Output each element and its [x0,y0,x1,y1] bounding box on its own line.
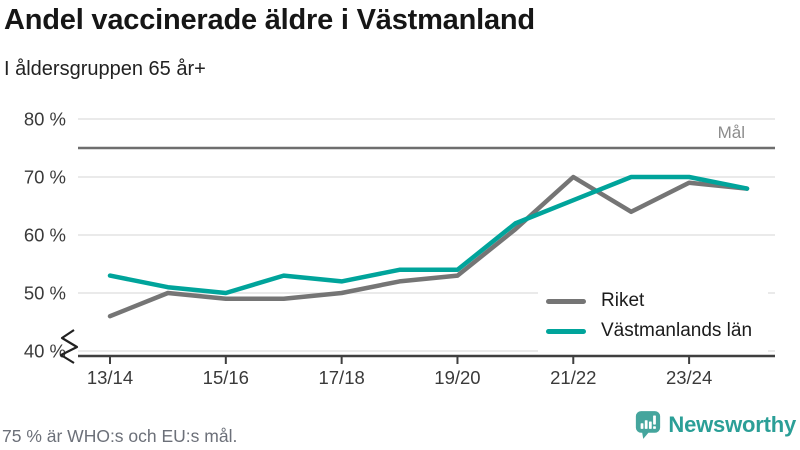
source-note: 75 % är WHO:s och EU:s mål. [2,426,238,446]
x-tick-label: 17/18 [318,367,364,388]
y-tick-label: 40 % [24,341,66,362]
y-tick-label: 60 % [24,225,66,246]
series-line-0 [107,174,750,319]
line-chart: 40 % 50 % 60 % 70 % 80 % 13/14 15/16 17/18 19/20… [0,100,800,400]
y-tick-label: 70 % [24,167,66,188]
chart-canvas: 40 % 50 % 60 % 70 % 80 % 13/14 15/16 17/18 19/20… [24,109,775,388]
legend-swatch-riket [546,298,586,304]
legend-label-vastmanland: Västmanlands län [601,320,753,341]
x-tick-label: 15/16 [203,367,249,388]
goal-line-label: Mål [717,123,745,142]
x-tick-label: 21/22 [550,367,596,388]
page-title: Andel vaccinerade äldre i Västmanland [4,4,535,36]
newsworthy-bubble-chart-icon [636,411,661,439]
series-line-1 [107,174,750,296]
newsworthy-wordmark: Newsworthy [668,412,796,437]
x-tick-label: 19/20 [434,367,480,388]
y-tick-label: 50 % [24,283,66,304]
legend-item-vastmanland: Västmanlands län [546,316,752,346]
x-tick-label: 23/24 [666,367,712,388]
page-subtitle: I åldersgruppen 65 år+ [4,58,206,80]
legend-swatch-vastmanland [546,328,586,334]
axis-break-icon [59,329,79,364]
newsworthy-logo[interactable]: Newsworthy [635,410,796,440]
x-tick-label: 13/14 [87,367,133,388]
legend-label-riket: Riket [601,290,645,311]
legend-item-riket: Riket [546,286,752,316]
chart-legend: Riket Västmanlands län [538,283,769,352]
y-tick-label: 80 % [24,109,66,130]
